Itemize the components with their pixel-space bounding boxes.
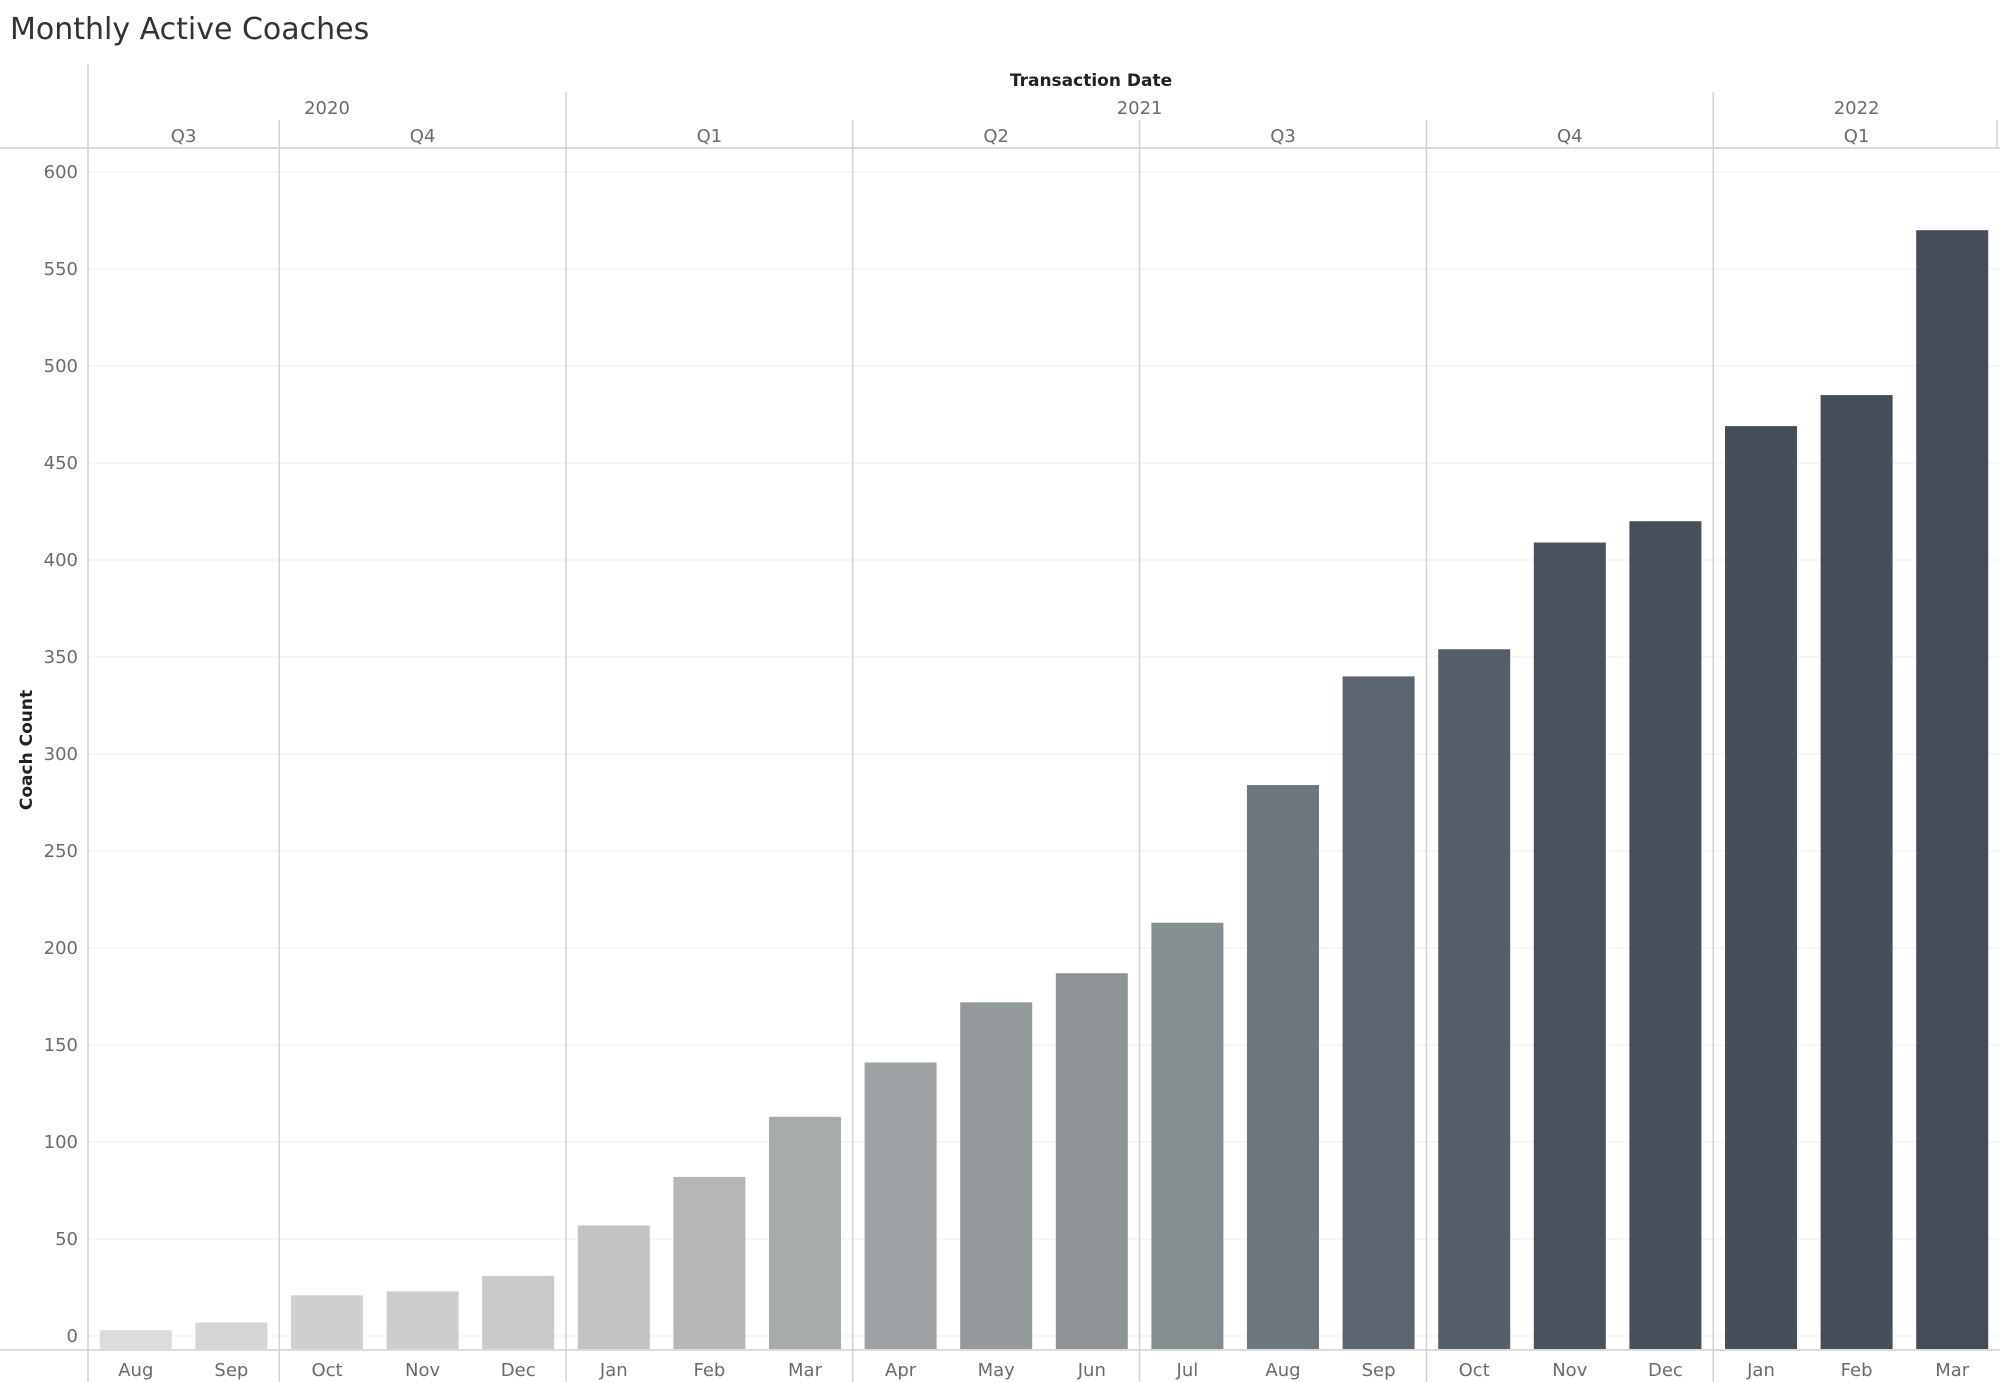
bar[interactable] — [1820, 395, 1893, 1350]
y-tick-label: 600 — [44, 162, 78, 183]
quarter-label: Q2 — [983, 126, 1009, 147]
bar[interactable] — [1916, 230, 1989, 1350]
bar[interactable] — [99, 1330, 172, 1349]
x-axis-months: Aug Sep Oct Nov Dec Jan Feb Mar Apr May Jun Jul Aug S… — [118, 1360, 1970, 1381]
x-tick-label: Jan — [599, 1360, 628, 1381]
bar[interactable] — [1055, 973, 1128, 1349]
bar[interactable] — [864, 1062, 937, 1349]
bar[interactable] — [1725, 426, 1797, 1349]
y-tick-label: 50 — [55, 1229, 78, 1250]
x-axis-title: Transaction Date — [1010, 71, 1172, 91]
x-tick-label: Sep — [214, 1360, 248, 1381]
chart-title: Monthly Active Coaches — [10, 12, 370, 47]
quarter-label: Q1 — [1844, 126, 1870, 147]
x-tick-label: Feb — [693, 1360, 725, 1381]
x-tick-label: Jan — [1746, 1360, 1775, 1381]
quarter-label: Q3 — [171, 126, 197, 147]
bar[interactable] — [1533, 542, 1606, 1349]
quarter-label: Q3 — [1270, 126, 1296, 147]
y-axis-title: Coach Count — [17, 690, 37, 810]
bar[interactable] — [195, 1322, 268, 1349]
y-tick-label: 150 — [44, 1035, 78, 1056]
bar[interactable] — [1342, 676, 1415, 1349]
bar[interactable] — [1151, 922, 1224, 1349]
x-tick-label: Mar — [788, 1360, 823, 1381]
y-tick-label: 250 — [44, 841, 78, 862]
y-tick-label: 550 — [44, 259, 78, 280]
x-tick-label: Mar — [1935, 1360, 1970, 1381]
year-label: 2020 — [304, 98, 350, 119]
bar[interactable] — [482, 1275, 555, 1349]
x-tick-label: Dec — [501, 1360, 536, 1381]
x-tick-label: Aug — [118, 1360, 153, 1381]
bar[interactable] — [577, 1225, 650, 1349]
y-tick-label: 400 — [44, 550, 78, 571]
x-tick-label: Oct — [311, 1360, 342, 1381]
bar[interactable] — [769, 1116, 841, 1349]
x-tick-label: Aug — [1265, 1360, 1300, 1381]
x-tick-label: Nov — [405, 1360, 440, 1381]
y-tick-label: 450 — [44, 453, 78, 474]
x-tick-label: Oct — [1459, 1360, 1490, 1381]
y-tick-label: 0 — [67, 1326, 78, 1347]
y-tick-label: 100 — [44, 1132, 78, 1153]
y-tick-label: 300 — [44, 744, 78, 765]
bar[interactable] — [291, 1295, 363, 1349]
x-tick-label: Feb — [1841, 1360, 1873, 1381]
y-tick-label: 500 — [44, 356, 78, 377]
x-tick-label: Jul — [1176, 1360, 1199, 1381]
bar[interactable] — [1247, 785, 1319, 1349]
date-header: Transaction Date Q3 Q4 Q1 Q2 Q3 Q4 Q1 2020 2021 2… — [0, 64, 2000, 1382]
x-tick-label: Apr — [885, 1360, 917, 1381]
bar[interactable] — [1438, 649, 1511, 1349]
y-axis: Coach Count 0 50 100 150 200 250 300 350 400 450 5… — [17, 162, 78, 1347]
quarter-label: Q4 — [410, 126, 436, 147]
bar[interactable] — [673, 1176, 746, 1349]
x-tick-label: May — [978, 1360, 1016, 1381]
quarter-label: Q4 — [1557, 126, 1583, 147]
bar[interactable] — [386, 1291, 459, 1349]
year-label: 2021 — [1117, 98, 1163, 119]
bar[interactable] — [960, 1002, 1033, 1349]
quarter-label: Q1 — [697, 126, 723, 147]
x-tick-label: Sep — [1362, 1360, 1396, 1381]
x-tick-label: Jun — [1077, 1360, 1106, 1381]
year-label: 2022 — [1834, 98, 1880, 119]
bars — [99, 230, 1989, 1350]
bar[interactable] — [1629, 521, 1702, 1349]
x-tick-label: Dec — [1648, 1360, 1683, 1381]
y-tick-label: 200 — [44, 938, 78, 959]
gridlines — [88, 171, 1998, 1337]
x-tick-label: Nov — [1552, 1360, 1587, 1381]
y-tick-label: 350 — [44, 647, 78, 668]
